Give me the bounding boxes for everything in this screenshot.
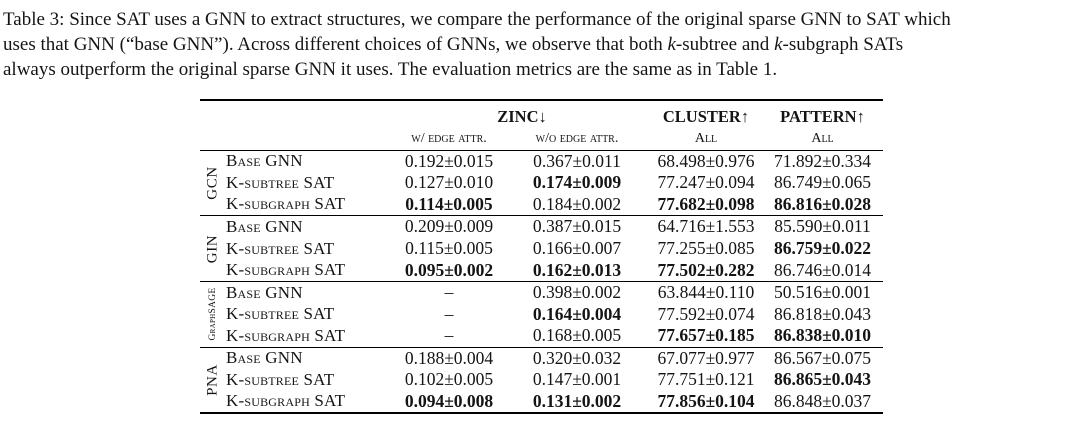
table-row: K-subtree SAT 0.102±0.005 0.147±0.001 77… [200, 369, 883, 391]
cell-value: 0.162±0.013 [532, 259, 622, 280]
cell-value: – [444, 303, 454, 324]
row-label: K-subtree SAT [226, 238, 335, 258]
cell-value: 0.131±0.002 [532, 390, 622, 411]
cell-value: 0.164±0.004 [532, 303, 622, 324]
group-label-pna: PNA [204, 363, 221, 396]
group-pna: PNA Base GNN 0.188±0.004 0.320±0.032 67.… [200, 347, 883, 413]
cell-value: 64.716±1.553 [657, 216, 755, 237]
group-label-graphsage: GraphSAGE [208, 287, 218, 341]
cell-value: 67.077±0.977 [657, 347, 755, 368]
cell-value: 0.184±0.002 [532, 193, 622, 214]
cell-value: 63.844±0.110 [657, 282, 755, 303]
subheader-pattern-all: All [811, 130, 834, 146]
cell-value: 77.657±0.185 [657, 325, 755, 346]
header-row-datasets: ZINC↓ CLUSTER↑ PATTERN↑ [200, 100, 883, 128]
cell-value: 77.751±0.121 [657, 369, 755, 390]
cell-value: 86.816±0.028 [773, 193, 872, 214]
group-gcn: GCN Base GNN 0.192±0.015 0.367±0.011 68.… [200, 150, 883, 216]
cell-value: 68.498±0.976 [657, 150, 755, 171]
table-row: PNA Base GNN 0.188±0.004 0.320±0.032 67.… [200, 347, 883, 396]
cell-value: 0.127±0.010 [404, 172, 494, 193]
cell-value: 0.095±0.002 [404, 259, 494, 280]
table-caption: Table 3: Since SAT uses a GNN to extract… [3, 7, 1080, 82]
row-label: Base GNN [226, 216, 303, 236]
table-row: K-subgraph SAT 0.114±0.005 0.184±0.002 7… [200, 194, 883, 216]
row-label: Base GNN [226, 151, 303, 171]
table-row: K-subtree SAT 0.115±0.005 0.166±0.007 77… [200, 238, 883, 260]
cell-value: 0.168±0.005 [532, 325, 622, 346]
subheader-without-edge-attr: w/o edge attr. [535, 130, 619, 146]
cell-value: 86.865±0.043 [773, 369, 872, 390]
col-header-pattern: PATTERN↑ [780, 107, 865, 126]
row-label: K-subgraph SAT [226, 260, 346, 280]
cell-value: 0.147±0.001 [532, 369, 622, 390]
row-label: K-subgraph SAT [226, 194, 346, 214]
table-row: K-subtree SAT 0.127±0.010 0.174±0.009 77… [200, 172, 883, 194]
cell-value: 0.166±0.007 [532, 238, 622, 258]
cell-value: 77.682±0.098 [657, 193, 755, 214]
table-header: ZINC↓ CLUSTER↑ PATTERN↑ w/ edge attr. w/… [200, 100, 883, 150]
row-label: Base GNN [226, 282, 303, 302]
group-label-gcn: GCN [204, 166, 221, 200]
cell-value: 86.749±0.065 [773, 172, 872, 193]
cell-value: 77.255±0.085 [657, 238, 755, 258]
cell-value: 85.590±0.011 [774, 216, 871, 237]
row-label: K-subgraph SAT [226, 391, 346, 411]
cell-value: 0.102±0.005 [404, 369, 494, 390]
table-row: K-subgraph SAT 0.095±0.002 0.162±0.013 7… [200, 259, 883, 281]
caption-line-2: uses that GNN (“base GNN”). Across diffe… [3, 34, 904, 55]
cell-value: 0.114±0.005 [405, 193, 493, 214]
col-header-zinc: ZINC↓ [497, 107, 547, 126]
group-gin: GIN Base GNN 0.209±0.009 0.387±0.015 64.… [200, 215, 883, 282]
table-row: GCN Base GNN 0.192±0.015 0.367±0.011 68.… [200, 150, 883, 200]
table-row: K-subgraph SAT – 0.168±0.005 77.657±0.18… [200, 325, 883, 347]
cell-value: – [444, 325, 454, 346]
group-label-gin: GIN [204, 234, 221, 263]
cell-value: 86.838±0.010 [773, 325, 872, 346]
cell-value: 86.848±0.037 [773, 390, 872, 411]
cell-value: 0.094±0.008 [404, 390, 494, 411]
row-label: K-subtree SAT [226, 369, 335, 389]
header-row-subcolumns: w/ edge attr. w/o edge attr. All All [200, 128, 883, 150]
cell-value: 86.567±0.075 [773, 347, 872, 368]
cell-value: 77.247±0.094 [657, 172, 755, 193]
cell-value: 71.892±0.334 [773, 150, 872, 171]
table-row: GIN Base GNN 0.209±0.009 0.387±0.015 64.… [200, 216, 883, 262]
cell-value: 50.516±0.001 [773, 282, 872, 303]
subheader-with-edge-attr: w/ edge attr. [411, 130, 487, 146]
group-graphsage: GraphSAGE Base GNN – 0.398±0.002 63.844±… [200, 281, 883, 347]
cell-value: 0.174±0.009 [532, 172, 622, 193]
col-header-cluster: CLUSTER↑ [662, 107, 750, 126]
cell-value: 86.759±0.022 [773, 238, 872, 258]
row-label: K-subtree SAT [226, 172, 335, 192]
caption-line-1: Table 3: Since SAT uses a GNN to extract… [3, 9, 951, 30]
cell-value: – [444, 282, 454, 303]
cell-value: 0.115±0.005 [405, 238, 493, 258]
cell-value: 86.818±0.043 [773, 303, 872, 324]
cell-value: 0.320±0.032 [532, 347, 622, 368]
caption-line-3: always outperform the original sparse GN… [3, 59, 778, 80]
subheader-cluster-all: All [694, 130, 718, 146]
cell-value: 0.192±0.015 [404, 150, 494, 171]
cell-value: 0.209±0.009 [404, 216, 494, 237]
table-row: GraphSAGE Base GNN – 0.398±0.002 63.844±… [200, 281, 883, 341]
cell-value: 77.502±0.282 [657, 259, 755, 280]
cell-value: 0.188±0.004 [404, 347, 494, 368]
cell-value: 0.387±0.015 [532, 216, 622, 237]
cell-value: 0.367±0.011 [533, 150, 621, 171]
row-label: K-subtree SAT [226, 304, 335, 324]
row-label: K-subgraph SAT [226, 325, 346, 345]
cell-value: 77.856±0.104 [657, 390, 755, 411]
row-label: Base GNN [226, 348, 303, 368]
header-spacer [200, 100, 394, 128]
subheader-spacer [200, 128, 394, 150]
table-row: K-subtree SAT – 0.164±0.004 77.592±0.074… [200, 303, 883, 325]
cell-value: 0.398±0.002 [532, 282, 622, 303]
results-table: ZINC↓ CLUSTER↑ PATTERN↑ w/ edge attr. w/… [200, 99, 883, 414]
cell-value: 86.746±0.014 [773, 259, 872, 280]
cell-value: 77.592±0.074 [657, 303, 755, 324]
table-row: K-subgraph SAT 0.094±0.008 0.131±0.002 7… [200, 391, 883, 413]
